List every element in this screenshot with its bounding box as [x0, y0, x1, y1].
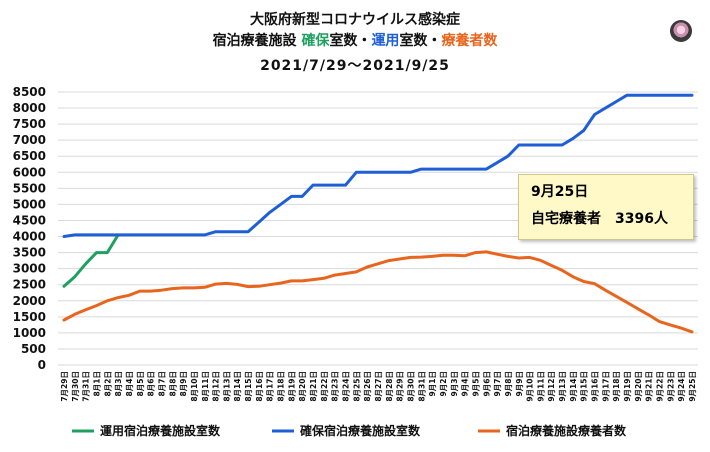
- x-tick-label: 8月28日: [385, 371, 394, 402]
- x-tick-label: 9月16日: [591, 371, 600, 402]
- x-tick-label: 9月10日: [526, 371, 535, 402]
- x-tick-label: 9月8日: [504, 371, 513, 396]
- title-blue-word: 運用: [371, 33, 400, 49]
- x-tick-label: 8月14日: [233, 371, 242, 402]
- series-line: [62, 93, 694, 238]
- x-tick-label: 9月22日: [656, 371, 665, 402]
- note-text: 自宅療養者 3396人: [531, 211, 668, 227]
- x-tick-label: 8月26日: [363, 371, 372, 402]
- y-tick-label: 7000: [13, 133, 46, 147]
- title-mid2: 室数・: [399, 33, 442, 49]
- note-date: 9月25日: [531, 184, 589, 200]
- x-tick-label: 9月17日: [601, 371, 610, 402]
- x-tick-label: 9月23日: [666, 371, 675, 402]
- y-tick-label: 1500: [13, 310, 46, 324]
- x-tick-label: 8月16日: [255, 371, 264, 402]
- title-mid1: 室数・: [329, 33, 372, 49]
- y-tick-label: 4500: [13, 213, 46, 227]
- x-tick-label: 9月5日: [471, 371, 480, 396]
- logo-icon: [670, 20, 692, 42]
- x-tick-label: 8月21日: [309, 371, 318, 402]
- y-tick-label: 500: [21, 342, 46, 356]
- y-tick-label: 0: [38, 358, 46, 372]
- x-tick-label: 8月27日: [374, 371, 383, 402]
- x-tick-label: 9月25日: [688, 371, 697, 402]
- x-tick-label: 9月20日: [634, 371, 643, 402]
- x-tick-label: 9月12日: [547, 371, 556, 402]
- x-tick-label: 8月5日: [136, 371, 145, 396]
- y-tick-label: 3500: [13, 246, 46, 260]
- y-tick-label: 4000: [13, 230, 46, 244]
- title-prefix: 宿泊療養施設: [212, 33, 302, 49]
- y-tick-label: 7500: [13, 117, 46, 131]
- y-tick-label: 5000: [13, 197, 46, 211]
- legend-label: 確保宿泊療養施設室数: [300, 423, 421, 438]
- legend-label: 宿泊療養施設療養者数: [506, 423, 627, 438]
- y-tick-label: 1000: [13, 326, 46, 340]
- x-tick-label: 8月11日: [201, 371, 210, 402]
- x-tick-label: 9月7日: [493, 371, 502, 396]
- series-line: [62, 250, 694, 334]
- x-tick-label: 8月13日: [222, 371, 231, 402]
- x-tick-label: 8月4日: [125, 371, 134, 396]
- x-tick-label: 8月9日: [179, 371, 188, 396]
- y-tick-label: 2500: [13, 278, 46, 292]
- x-tick-label: 9月2日: [439, 371, 448, 396]
- chart-date-range: 2021/7/29〜2021/9/25: [260, 58, 450, 74]
- x-tick-label: 8月15日: [244, 371, 253, 402]
- x-tick-label: 8月22日: [320, 371, 329, 402]
- y-tick-label: 8000: [13, 101, 46, 115]
- legend-label: 運用宿泊療養施設室数: [100, 423, 221, 438]
- x-tick-label: 8月29日: [396, 371, 405, 402]
- y-tick-label: 8500: [13, 85, 46, 99]
- x-tick-label: 8月2日: [103, 371, 112, 396]
- chart-title-line2: 宿泊療養施設 確保室数・運用室数・療養者数: [0, 30, 710, 50]
- x-tick-label: 8月19日: [287, 371, 296, 402]
- x-tick-label: 9月18日: [612, 371, 621, 402]
- x-tick-label: 8月23日: [331, 371, 340, 402]
- x-tick-label: 9月24日: [677, 371, 686, 402]
- y-tick-label: 6000: [13, 165, 46, 179]
- y-tick-label: 6500: [13, 149, 46, 163]
- x-tick-label: 9月3日: [450, 371, 459, 396]
- x-tick-label: 9月11日: [536, 371, 545, 402]
- x-tick-label: 8月8日: [168, 371, 177, 396]
- y-tick-label: 5500: [13, 181, 46, 195]
- x-tick-label: 7月31日: [82, 371, 91, 402]
- x-tick-label: 8月17日: [266, 371, 275, 402]
- x-tick-label: 7月29日: [60, 371, 69, 402]
- x-tick-label: 9月19日: [623, 371, 632, 402]
- x-tick-label: 8月6日: [147, 371, 156, 396]
- x-tick-label: 9月6日: [482, 371, 491, 396]
- x-tick-label: 8月10日: [190, 371, 199, 402]
- series-line: [62, 233, 120, 288]
- x-tick-label: 8月18日: [277, 371, 286, 402]
- title-green-word: 確保: [301, 33, 330, 49]
- x-tick-label: 9月4日: [461, 371, 470, 396]
- x-tick-label: 8月20日: [298, 371, 307, 402]
- x-tick-label: 7月30日: [71, 371, 80, 402]
- chart-title-line1: 大阪府新型コロナウイルス感染症: [250, 12, 460, 28]
- x-tick-label: 8月31日: [417, 371, 426, 402]
- y-tick-label: 2000: [13, 294, 46, 308]
- x-tick-label: 9月14日: [569, 371, 578, 402]
- x-tick-label: 8月24日: [342, 371, 351, 402]
- x-tick-label: 9月9日: [515, 371, 524, 396]
- x-tick-label: 8月25日: [352, 371, 361, 402]
- home-care-note: 9月25日 自宅療養者 3396人: [518, 174, 694, 240]
- title-orange-word: 療養者数: [441, 33, 498, 49]
- x-tick-label: 8月30日: [406, 371, 415, 402]
- x-tick-label: 9月15日: [580, 371, 589, 402]
- x-tick-label: 8月1日: [92, 371, 101, 396]
- y-tick-label: 3000: [13, 262, 46, 276]
- x-tick-label: 9月21日: [645, 371, 654, 402]
- x-tick-label: 9月13日: [558, 371, 567, 402]
- x-tick-label: 8月7日: [157, 371, 166, 396]
- x-tick-label: 8月12日: [212, 371, 221, 402]
- x-tick-label: 8月3日: [114, 371, 123, 396]
- x-tick-label: 9月1日: [428, 371, 437, 396]
